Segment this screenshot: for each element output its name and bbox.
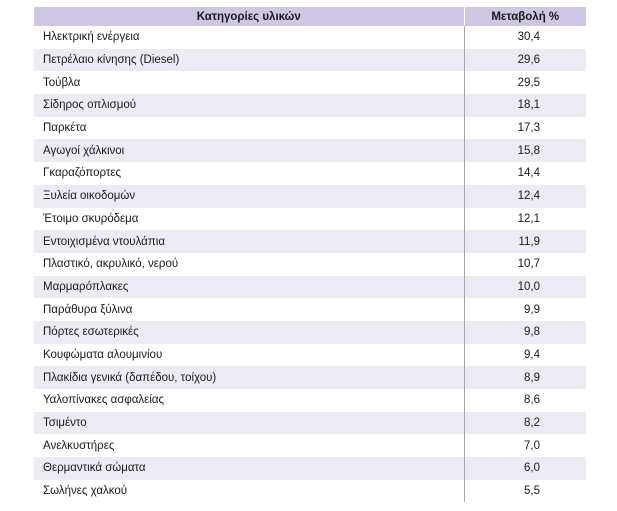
table-row: Κουφώματα αλουμινίου 9,4 — [34, 343, 586, 367]
table-row: Σίδηρος οπλισμού 18,1 — [34, 94, 586, 117]
table-row: Τσιμέντο 8,2 — [34, 411, 586, 435]
change-percent-cell: 29,5 — [517, 76, 540, 89]
change-percent-cell: 12,4 — [464, 184, 586, 208]
change-percent-cell: 9,4 — [524, 348, 540, 361]
materials-price-change-table-container: Κατηγορίες υλικών Μεταβολή % Ηλεκτρική ε… — [34, 7, 586, 503]
table-row: Πετρέλαιο κίνησης (Diesel) 29,6 — [34, 48, 586, 72]
change-percent-cell: 8,2 — [464, 411, 586, 435]
material-name-cell: Μαρμαρόπλακες — [34, 275, 465, 299]
material-name-cell: Ηλεκτρική ενέργεια — [34, 26, 465, 49]
change-percent-cell: 5,5 — [524, 485, 540, 498]
change-percent-cell: 8,6 — [524, 394, 540, 407]
change-percent-cell: 10,0 — [464, 275, 586, 299]
material-name-cell: Πλακίδια γενικά (δαπέδου, τοίχου) — [34, 366, 465, 389]
table-body: Ηλεκτρική ενέργεια 30,4 Πετρέλαιο κίνησης … — [34, 26, 586, 503]
change-percent-cell: 12,1 — [517, 212, 540, 225]
material-name-cell: Πλαστικό, ακρυλικό, νερού — [34, 252, 465, 276]
material-name-cell: Πόρτες εσωτερικές — [34, 320, 465, 344]
material-name-cell: Κουφώματα αλουμινίου — [34, 343, 465, 367]
material-name-cell: Ξυλεία οικοδομών — [34, 184, 465, 208]
change-percent-cell: 9,9 — [524, 303, 540, 316]
material-name-cell: Σίδηρος οπλισμού — [34, 94, 465, 117]
change-percent-cell: 18,1 — [464, 94, 586, 117]
material-name-cell: Σωλήνες χαλκού — [34, 479, 465, 503]
table-row: Ανελκυστήρες 7,0 — [34, 434, 586, 458]
table-row: Ξυλεία οικοδομών 12,4 — [34, 184, 586, 208]
material-name-cell: Τούβλα — [34, 71, 465, 95]
table-row: Σωλήνες χαλκού 5,5 — [34, 479, 586, 503]
table-row: Γκαραζόπορτες 14,4 — [34, 162, 586, 185]
table-row: Θερμαντικά σώματα 6,0 — [34, 457, 586, 480]
table-row: Αγωγοί χάλκινοι 15,8 — [34, 139, 586, 163]
change-percent-cell: 29,6 — [464, 48, 586, 72]
table-row: Μαρμαρόπλακες 10,0 — [34, 275, 586, 299]
material-name-cell: Εντοιχισμένα ντουλάπια — [34, 230, 465, 253]
column-header-materials: Κατηγορίες υλικών — [34, 7, 465, 26]
materials-price-change-table: Κατηγορίες υλικών Μεταβολή % Ηλεκτρική ε… — [34, 7, 586, 503]
material-name-cell: Ανελκυστήρες — [34, 434, 465, 458]
table-row: Πλαστικό, ακρυλικό, νερού 10,7 — [34, 252, 586, 276]
table-row: Έτοιμο σκυρόδεμα 12,1 — [34, 207, 586, 231]
table-row: Παρκέτα 17,3 — [34, 116, 586, 140]
change-percent-cell: 10,7 — [517, 258, 540, 271]
table-row: Τούβλα 29,5 — [34, 71, 586, 95]
table-row: Εντοιχισμένα ντουλάπια 11,9 — [34, 230, 586, 253]
change-percent-cell: 17,3 — [517, 122, 540, 135]
change-percent-cell: 14,4 — [517, 167, 540, 180]
change-percent-cell: 9,8 — [464, 320, 586, 344]
table-row: Πλακίδια γενικά (δαπέδου, τοίχου) 8,9 — [34, 366, 586, 389]
change-percent-cell: 6,0 — [464, 457, 586, 480]
material-name-cell: Έτοιμο σκυρόδεμα — [34, 207, 465, 231]
change-percent-cell: 11,9 — [464, 230, 586, 253]
change-percent-cell: 15,8 — [464, 139, 586, 163]
material-name-cell: Γκαραζόπορτες — [34, 162, 465, 185]
material-name-cell: Υαλοπίνακες ασφαλείας — [34, 389, 465, 412]
table-row: Παράθυρα ξύλινα 9,9 — [34, 298, 586, 321]
change-percent-cell: 30,4 — [517, 31, 540, 44]
table-header: Κατηγορίες υλικών Μεταβολή % — [34, 7, 586, 26]
header-row: Κατηγορίες υλικών Μεταβολή % — [34, 7, 586, 26]
material-name-cell: Αγωγοί χάλκινοι — [34, 139, 465, 163]
material-name-cell: Παρκέτα — [34, 116, 465, 140]
table-row: Ηλεκτρική ενέργεια 30,4 — [34, 26, 586, 49]
table-row: Πόρτες εσωτερικές 9,8 — [34, 320, 586, 344]
material-name-cell: Παράθυρα ξύλινα — [34, 298, 465, 321]
column-header-change-percent: Μεταβολή % — [464, 7, 586, 26]
change-percent-cell: 8,9 — [464, 366, 586, 389]
material-name-cell: Θερμαντικά σώματα — [34, 457, 465, 480]
material-name-cell: Πετρέλαιο κίνησης (Diesel) — [34, 48, 465, 72]
table-row: Υαλοπίνακες ασφαλείας 8,6 — [34, 389, 586, 412]
change-percent-cell: 7,0 — [524, 439, 540, 452]
material-name-cell: Τσιμέντο — [34, 411, 465, 435]
